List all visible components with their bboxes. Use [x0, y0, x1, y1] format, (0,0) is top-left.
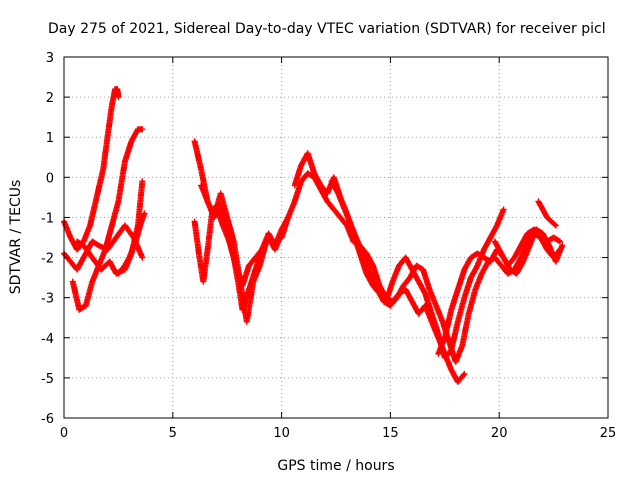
x-tick-label: 5: [169, 426, 177, 441]
series-track-e-markers: [115, 210, 148, 277]
x-tick-label: 25: [600, 426, 617, 441]
y-tick-label: -5: [41, 372, 54, 387]
plot-frame: [63, 56, 609, 419]
data-series: [61, 86, 566, 385]
y-tick-label: -1: [41, 211, 54, 226]
series-track-m-markers: [491, 226, 564, 269]
y-axis-label: SDTVAR / TECUs: [8, 180, 24, 295]
y-tick-label: -4: [41, 332, 54, 347]
y-tick-label: 2: [46, 91, 54, 106]
x-tick-label: 15: [382, 426, 399, 441]
x-tick-label: 10: [273, 426, 290, 441]
axis-ticks: 0 5 10 15 20 25 -6 -5 -4 -3 -2 -1 0 1 2 3: [41, 51, 616, 441]
series-track-n-markers: [535, 198, 559, 229]
x-tick-label: 0: [60, 426, 68, 441]
x-axis-label: GPS time / hours: [277, 458, 394, 474]
y-tick-label: -3: [41, 292, 54, 307]
y-tick-label: 0: [46, 171, 54, 186]
y-tick-label: -2: [41, 252, 54, 267]
y-tick-label: -6: [41, 412, 54, 427]
y-tick-label: 3: [46, 51, 54, 66]
series-track-h-markers: [198, 182, 270, 325]
chart-title: Day 275 of 2021, Sidereal Day-to-day VTE…: [48, 21, 606, 37]
y-tick-label: 1: [46, 131, 54, 146]
x-tick-label: 20: [491, 426, 508, 441]
